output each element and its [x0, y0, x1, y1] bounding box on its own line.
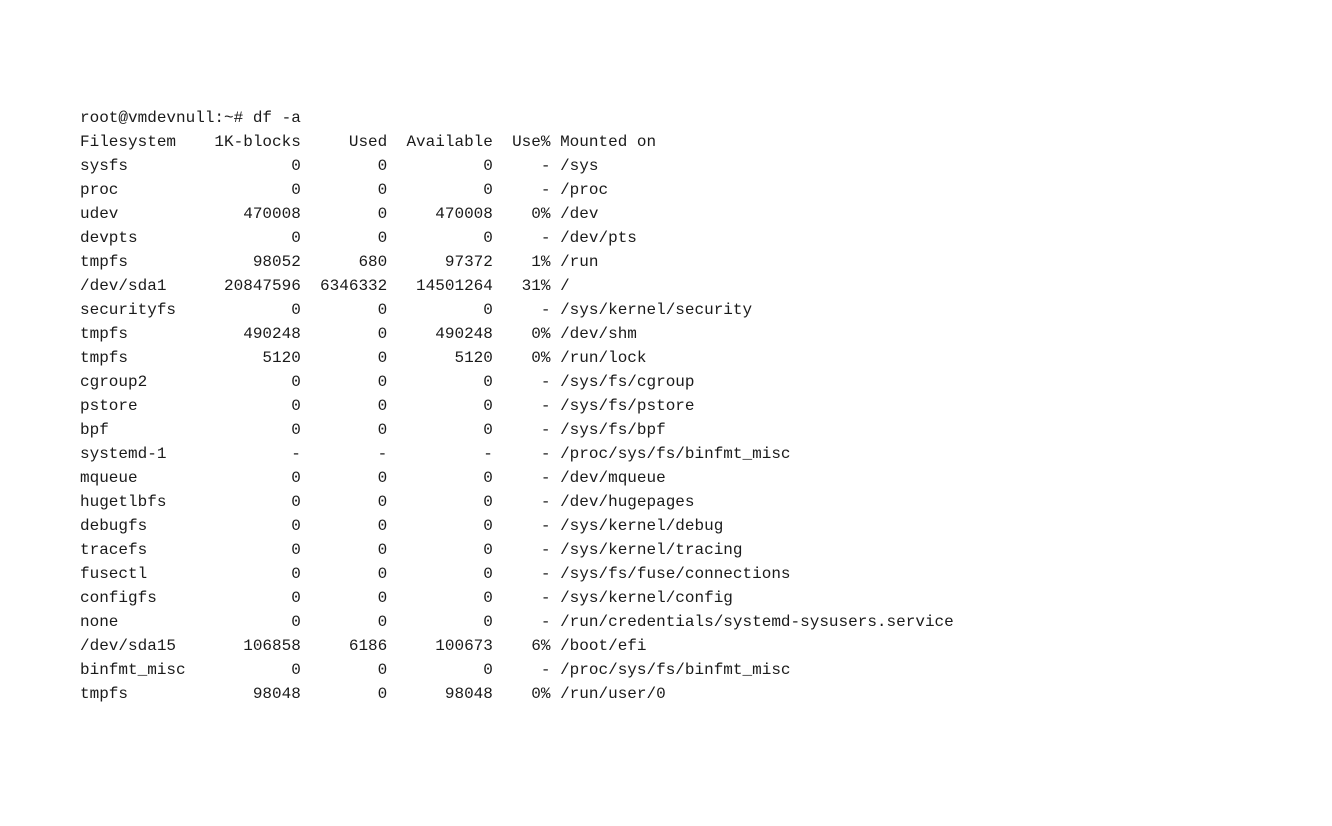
terminal-output: root@vmdevnull:~# df -a Filesystem 1K-bl… [80, 106, 1332, 706]
